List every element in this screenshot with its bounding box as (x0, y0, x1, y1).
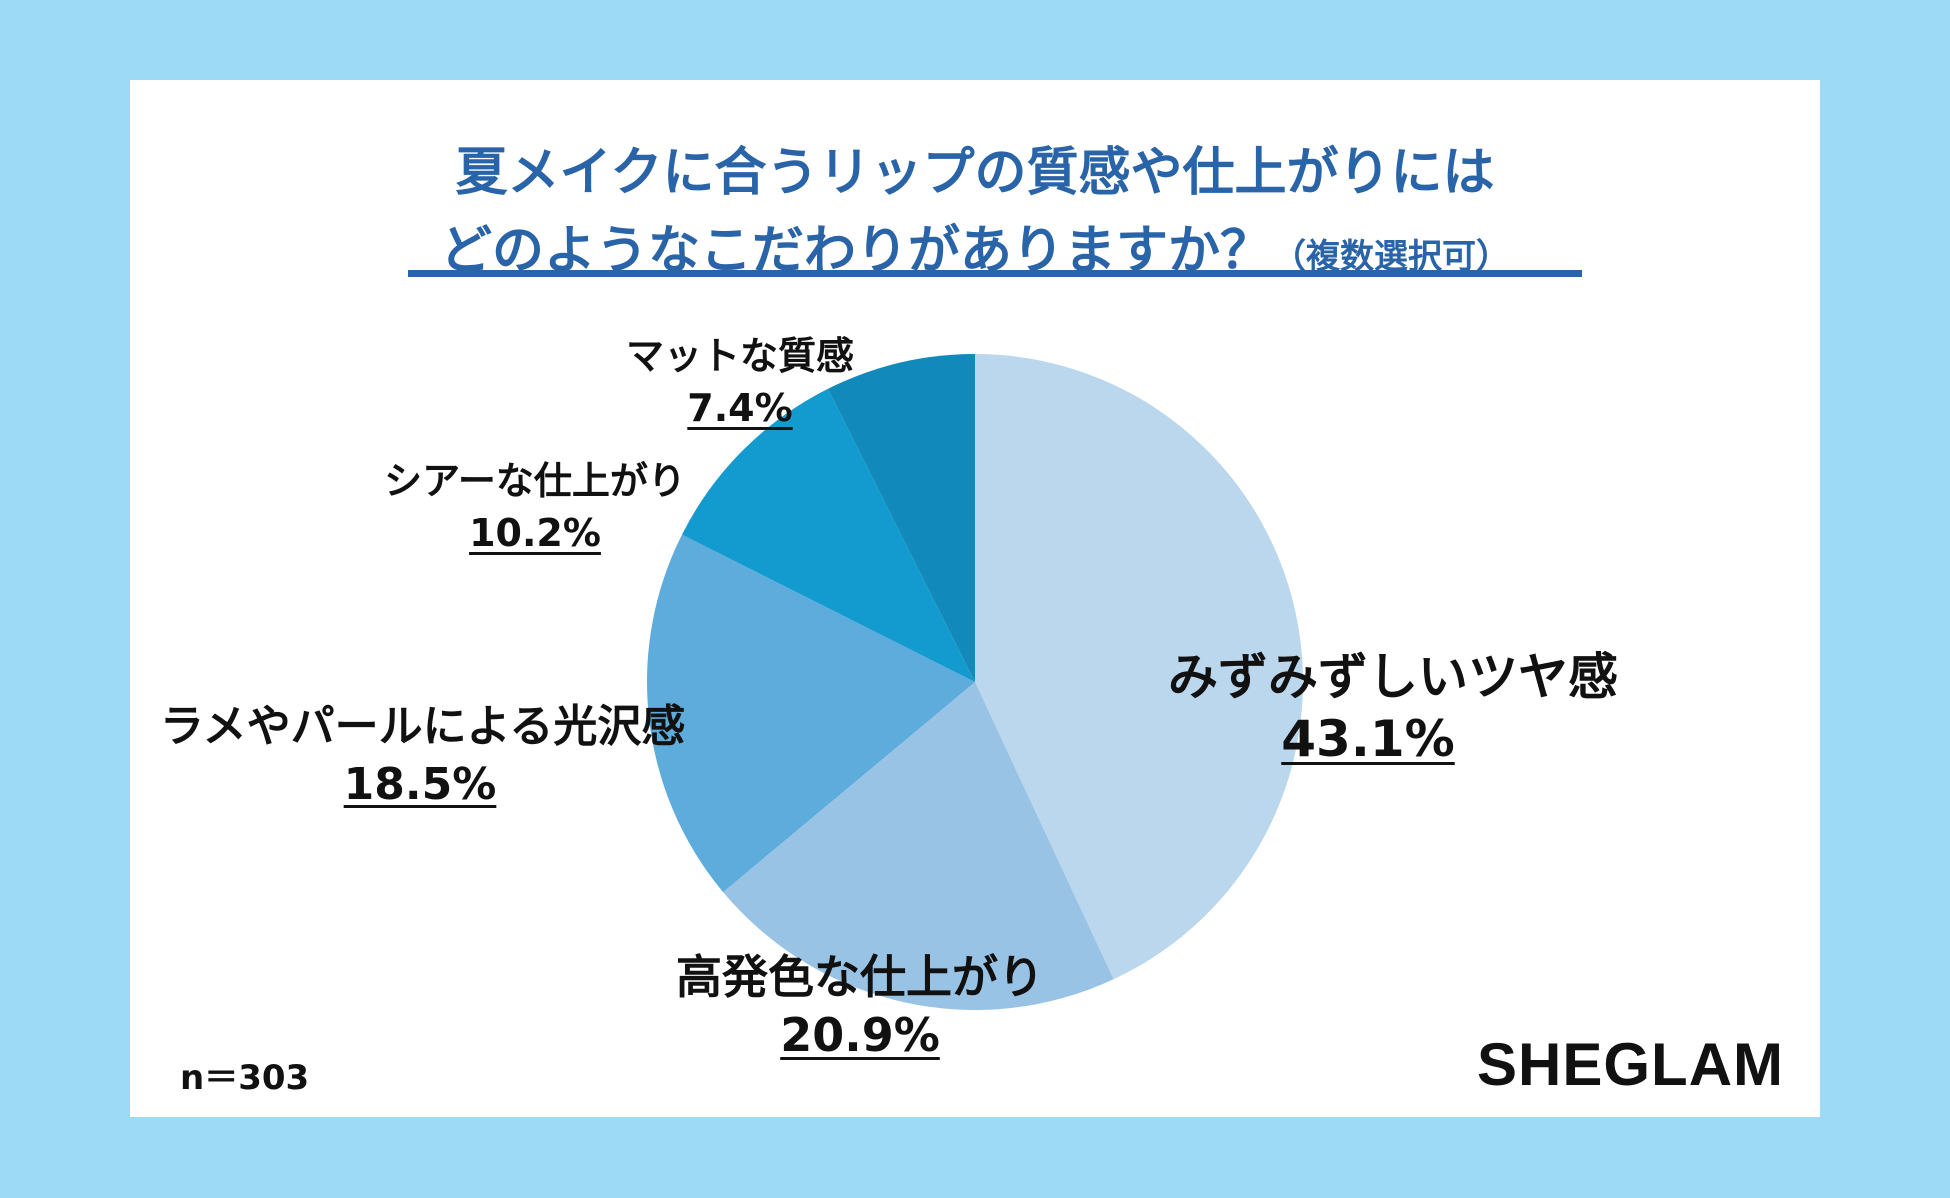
slice-value-1: 20.9% (780, 1008, 940, 1062)
slice-value-4: 7.4% (687, 386, 793, 430)
slice-label-3: シアーな仕上がり 10.2% (360, 455, 710, 559)
pie-chart (647, 354, 1304, 1011)
pie-slice-4 (828, 354, 975, 682)
slice-name-3: シアーな仕上がり (384, 459, 686, 503)
sheglam-logo: SHEGLAM (1477, 1031, 1784, 1098)
pie-slice-0 (975, 354, 1304, 980)
slice-label-4: マットな質感 7.4% (590, 330, 890, 434)
slice-value-2: 18.5% (343, 759, 497, 810)
sample-size-label: n＝303 (180, 1058, 310, 1098)
slice-label-2: ラメやパールによる光沢感 18.5% (160, 698, 686, 814)
slice-name-2: ラメやパールによる光沢感 (160, 701, 686, 752)
pie-slice-1 (723, 682, 1114, 1011)
slice-name-0: みずみずしいツヤ感 (1168, 648, 1618, 706)
slice-label-0: みずみずしいツヤ感 43.1% (1168, 646, 1618, 770)
chart-card: 夏メイクに合うリップの質感や仕上がりには どのようなこだわりがありますか？（複数… (130, 80, 1820, 1117)
title-underline (408, 270, 1582, 277)
slice-value-3: 10.2% (469, 511, 601, 555)
slice-value-0: 43.1% (1281, 710, 1455, 768)
slice-name-4: マットな質感 (625, 334, 854, 378)
pie-slice-3 (681, 388, 975, 682)
chart-title-line-1: 夏メイクに合うリップの質感や仕上がりには (455, 143, 1495, 203)
slice-name-1: 高発色な仕上がり (676, 950, 1044, 1004)
slice-label-1: 高発色な仕上がり 20.9% (660, 948, 1060, 1064)
pie-slice-2 (647, 534, 975, 893)
